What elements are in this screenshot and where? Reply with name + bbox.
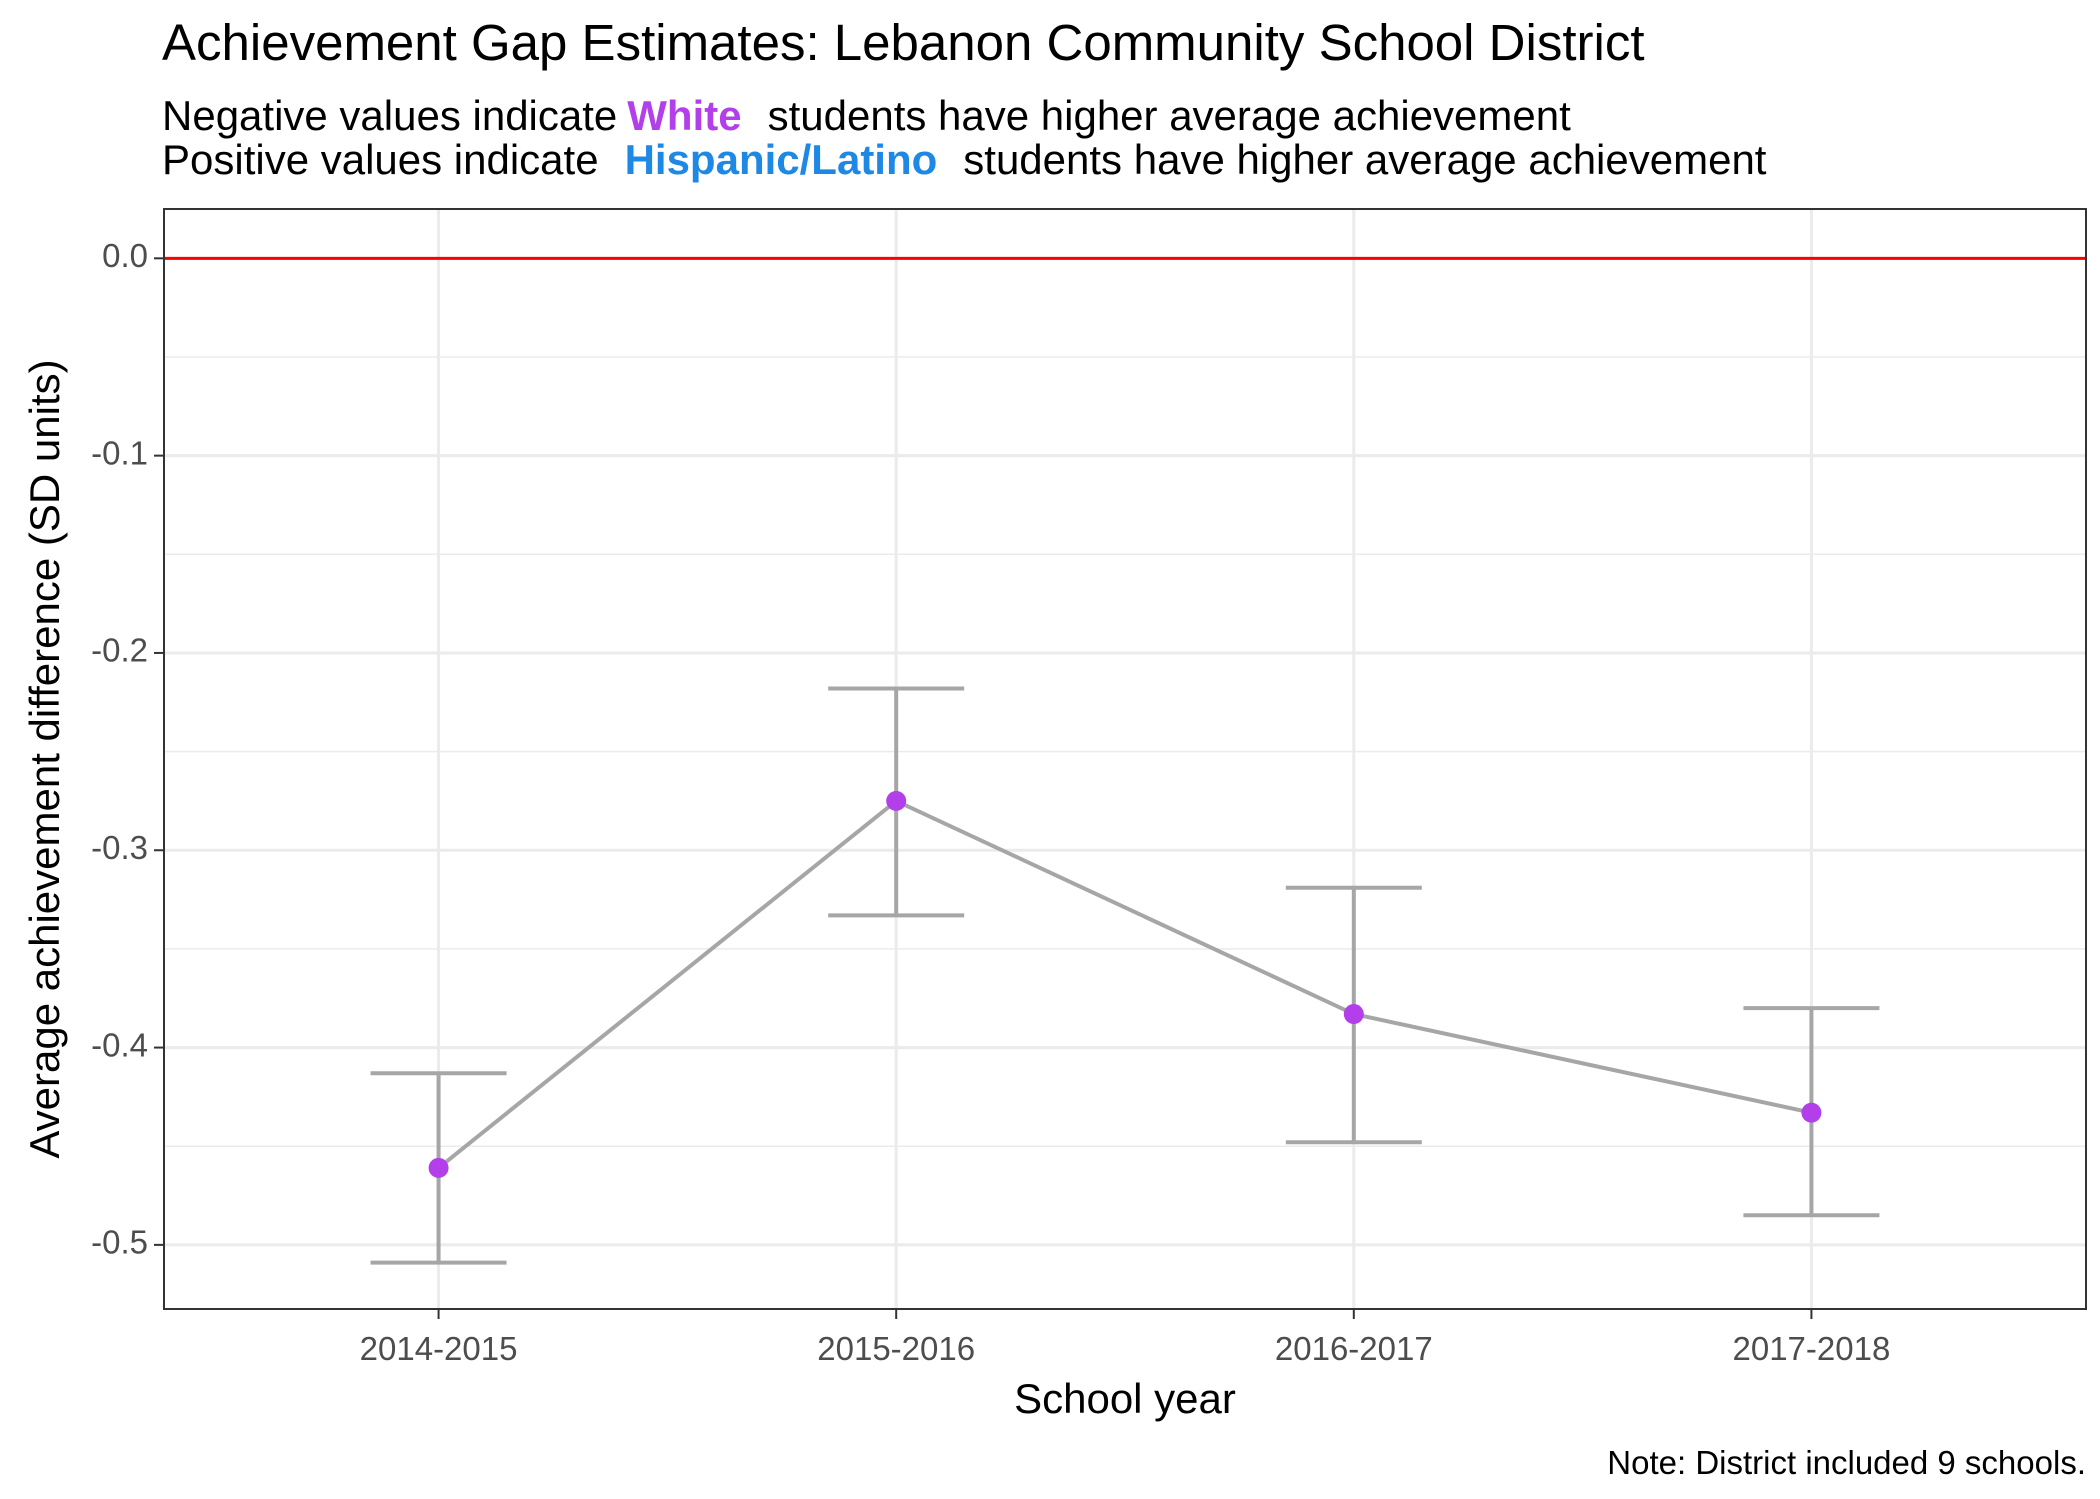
data-point <box>428 1157 449 1178</box>
subtitle-2-before: Positive values indicate <box>162 136 599 183</box>
y-axis-title: Average achievement difference (SD units… <box>21 359 68 1158</box>
x-tick-label: 2016-2017 <box>1275 1330 1433 1367</box>
subtitle-1-after: students have higher average achievement <box>768 92 1572 139</box>
subtitle-2-after: students have higher average achievement <box>963 136 1767 183</box>
y-tick-label: 0.0 <box>102 237 148 274</box>
y-tick-label: -0.4 <box>91 1026 148 1063</box>
subtitle-line-2: Positive values indicate Hispanic/Latino s… <box>162 136 1767 183</box>
x-axis-title: School year <box>1014 1375 1236 1422</box>
subtitle-line-1: Negative values indicate White students ha… <box>162 92 1571 139</box>
subtitle-1-before: Negative values indicate <box>162 92 617 139</box>
subtitle-2-highlight: Hispanic/Latino <box>625 136 938 183</box>
x-tick-label: 2014-2015 <box>360 1330 518 1367</box>
x-axis-ticks: 2014-2015 2015-2016 2016-2017 2017-2018 <box>360 1309 1891 1367</box>
y-tick-label: -0.3 <box>91 829 148 866</box>
data-point <box>886 790 907 811</box>
x-tick-label: 2017-2018 <box>1733 1330 1891 1367</box>
caption-note: Note: District included 9 schools. <box>1607 1444 2086 1481</box>
subtitle-1-highlight: White <box>627 92 741 139</box>
panel-border <box>163 208 2087 1310</box>
chart-title: Achievement Gap Estimates: Lebanon Commu… <box>162 14 1645 71</box>
data-point <box>1801 1102 1822 1123</box>
y-tick-label: -0.5 <box>91 1224 148 1261</box>
y-tick-label: -0.1 <box>91 434 148 471</box>
data-point <box>1343 1004 1364 1025</box>
y-tick-label: -0.2 <box>91 632 148 669</box>
series-layer <box>370 686 1880 1265</box>
series-line <box>437 798 1812 1170</box>
y-axis-ticks: 0.0 -0.1 -0.2 -0.3 -0.4 -0.5 <box>91 237 164 1261</box>
grid <box>164 209 2086 1309</box>
x-tick-label: 2015-2016 <box>817 1330 975 1367</box>
